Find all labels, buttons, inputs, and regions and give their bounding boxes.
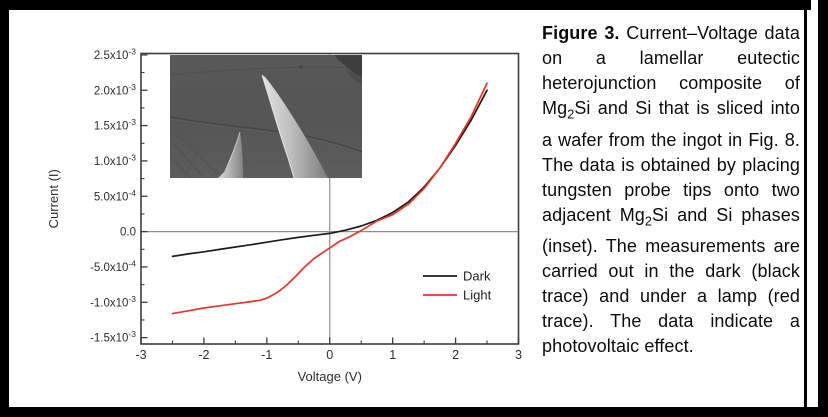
svg-text:1: 1 [389,348,396,362]
caption-figure-number: Figure 3. [542,23,620,43]
sem-inset-image [170,55,362,178]
figure-border-top [0,0,811,10]
svg-text:-3: -3 [135,348,146,362]
sem-scratches [170,132,223,178]
svg-text:-2: -2 [198,348,209,362]
sem-probe-tip-small-highlight [224,131,241,172]
sem-upper-boundary-line [170,66,362,76]
svg-text:-1.5x10-3: -1.5x10-3 [90,329,136,345]
sem-background [170,55,362,178]
sem-dark-blob [335,55,362,77]
figure-border-bottom [0,407,828,417]
svg-text:-5.0x10-4: -5.0x10-4 [90,258,136,274]
caption-subscript: 2 [644,214,653,229]
svg-text:2.0x10-3: 2.0x10-3 [94,82,136,98]
figure-border-left [0,0,9,417]
sem-speck [299,65,303,69]
caption-text: Si and Si that is sliced into a wafer fr… [542,98,800,225]
legend-label-dark: Dark [463,269,491,284]
sem-probe-tip-small [218,132,243,178]
curve-light [171,82,488,315]
iv-chart: -3 -2 -1 0 1 2 3 2.5x10-3 2.0x10-3 1.5x10-3 1.0x10… [46,46,522,384]
sem-dark-blob-edge [346,69,362,85]
x-axis-title: Voltage (V) [298,369,362,384]
svg-text:0.0: 0.0 [120,227,136,239]
legend-label-light: Light [463,288,492,303]
svg-text:1.5x10-3: 1.5x10-3 [94,117,136,133]
svg-text:2.5x10-3: 2.5x10-3 [94,46,136,62]
svg-text:-1.0x10-3: -1.0x10-3 [90,294,136,310]
svg-text:-1: -1 [261,348,272,362]
sem-probe-tip-large [262,75,328,178]
svg-text:0: 0 [326,348,333,362]
svg-text:2: 2 [452,348,459,362]
svg-text:5.0x10-4: 5.0x10-4 [94,188,136,204]
caption-text: Current–Voltage data on a lamellar eutec… [542,23,800,118]
y-axis-title: Current (I) [46,169,61,228]
figure-border-right [804,10,807,407]
svg-text:1.0x10-3: 1.0x10-3 [94,152,136,168]
caption-text: Si and Si phases (inset). The measuremen… [542,204,800,357]
page-edge-strip [818,0,828,417]
caption-subscript: 2 [567,107,575,122]
sem-probe-tip-large-highlight [261,74,295,178]
figure-caption: Figure 3. Current–Voltage data on a lame… [542,21,800,359]
svg-text:3: 3 [515,348,522,362]
